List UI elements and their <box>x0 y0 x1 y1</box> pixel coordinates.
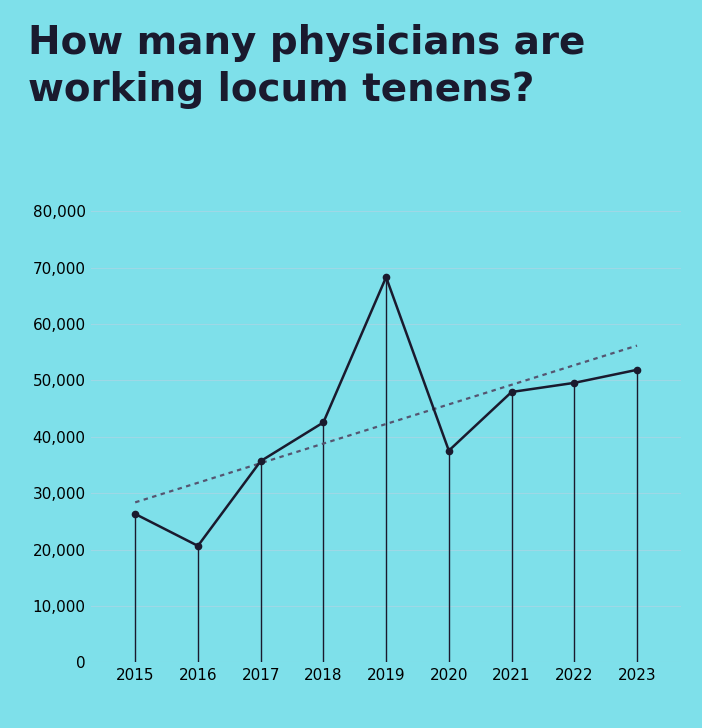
Text: How many physicians are
working locum tenens?: How many physicians are working locum te… <box>28 24 585 108</box>
